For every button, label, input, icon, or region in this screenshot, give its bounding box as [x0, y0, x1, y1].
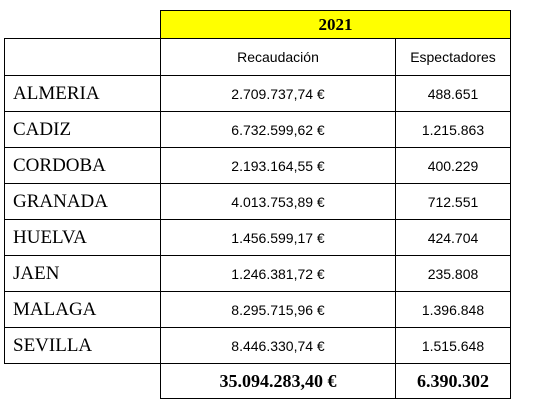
city-cell: GRANADA: [4, 183, 161, 220]
year-cell: 2021: [160, 10, 511, 39]
value-cell: 424.704: [395, 219, 511, 256]
data-row: JAEN 1.246.381,72 €235.808: [4, 255, 511, 292]
data-row: CORDOBA 2.193.164,55 €400.229: [4, 147, 511, 184]
value-cell: 1.515.648: [395, 327, 511, 364]
value-cell: 2.709.737,74 €: [160, 75, 396, 112]
total-row: 35.094.283,40 €6.390.302: [4, 363, 511, 399]
data-row: MALAGA 8.295.715,96 €1.396.848: [4, 291, 511, 328]
value-cell: 1.246.381,72 €: [160, 255, 396, 292]
empty-cell: [4, 363, 161, 399]
city-cell: ALMERIA: [4, 75, 161, 112]
data-row: CADIZ 6.732.599,62 €1.215.863: [4, 111, 511, 148]
value-cell: 4.013.753,89 €: [160, 183, 396, 220]
data-table: 2021 Recaudación Espectadores ALMERIA 2.7…: [4, 10, 511, 399]
column-header-row: Recaudación Espectadores: [4, 38, 511, 76]
city-cell: JAEN: [4, 255, 161, 292]
value-cell: 2.193.164,55 €: [160, 147, 396, 184]
city-cell: HUELVA: [4, 219, 161, 256]
value-cell: 1.456.599,17 €: [160, 219, 396, 256]
city-cell: SEVILLA: [4, 327, 161, 364]
value-cell: 712.551: [395, 183, 511, 220]
value-cell: 488.651: [395, 75, 511, 112]
city-cell: MALAGA: [4, 291, 161, 328]
data-row: HUELVA 1.456.599,17 €424.704: [4, 219, 511, 256]
data-row: GRANADA 4.013.753,89 €712.551: [4, 183, 511, 220]
data-row: ALMERIA 2.709.737,74 €488.651: [4, 75, 511, 112]
value-cell: 1.396.848: [395, 291, 511, 328]
column-header: Espectadores: [395, 38, 511, 76]
city-cell: CORDOBA: [4, 147, 161, 184]
empty-cell: [4, 10, 161, 39]
value-cell: 6.732.599,62 €: [160, 111, 396, 148]
column-header: Recaudación: [160, 38, 396, 76]
city-cell: CADIZ: [4, 111, 161, 148]
table-body: 2021 Recaudación Espectadores ALMERIA 2.7…: [4, 10, 511, 399]
year-row: 2021: [4, 10, 511, 39]
value-cell: 235.808: [395, 255, 511, 292]
value-cell: 400.229: [395, 147, 511, 184]
data-row: SEVILLA 8.446.330,74 €1.515.648: [4, 327, 511, 364]
total-cell: 6.390.302: [395, 363, 511, 399]
value-cell: 8.295.715,96 €: [160, 291, 396, 328]
value-cell: 1.215.863: [395, 111, 511, 148]
empty-cell: [4, 38, 161, 76]
total-cell: 35.094.283,40 €: [160, 363, 396, 399]
value-cell: 8.446.330,74 €: [160, 327, 396, 364]
